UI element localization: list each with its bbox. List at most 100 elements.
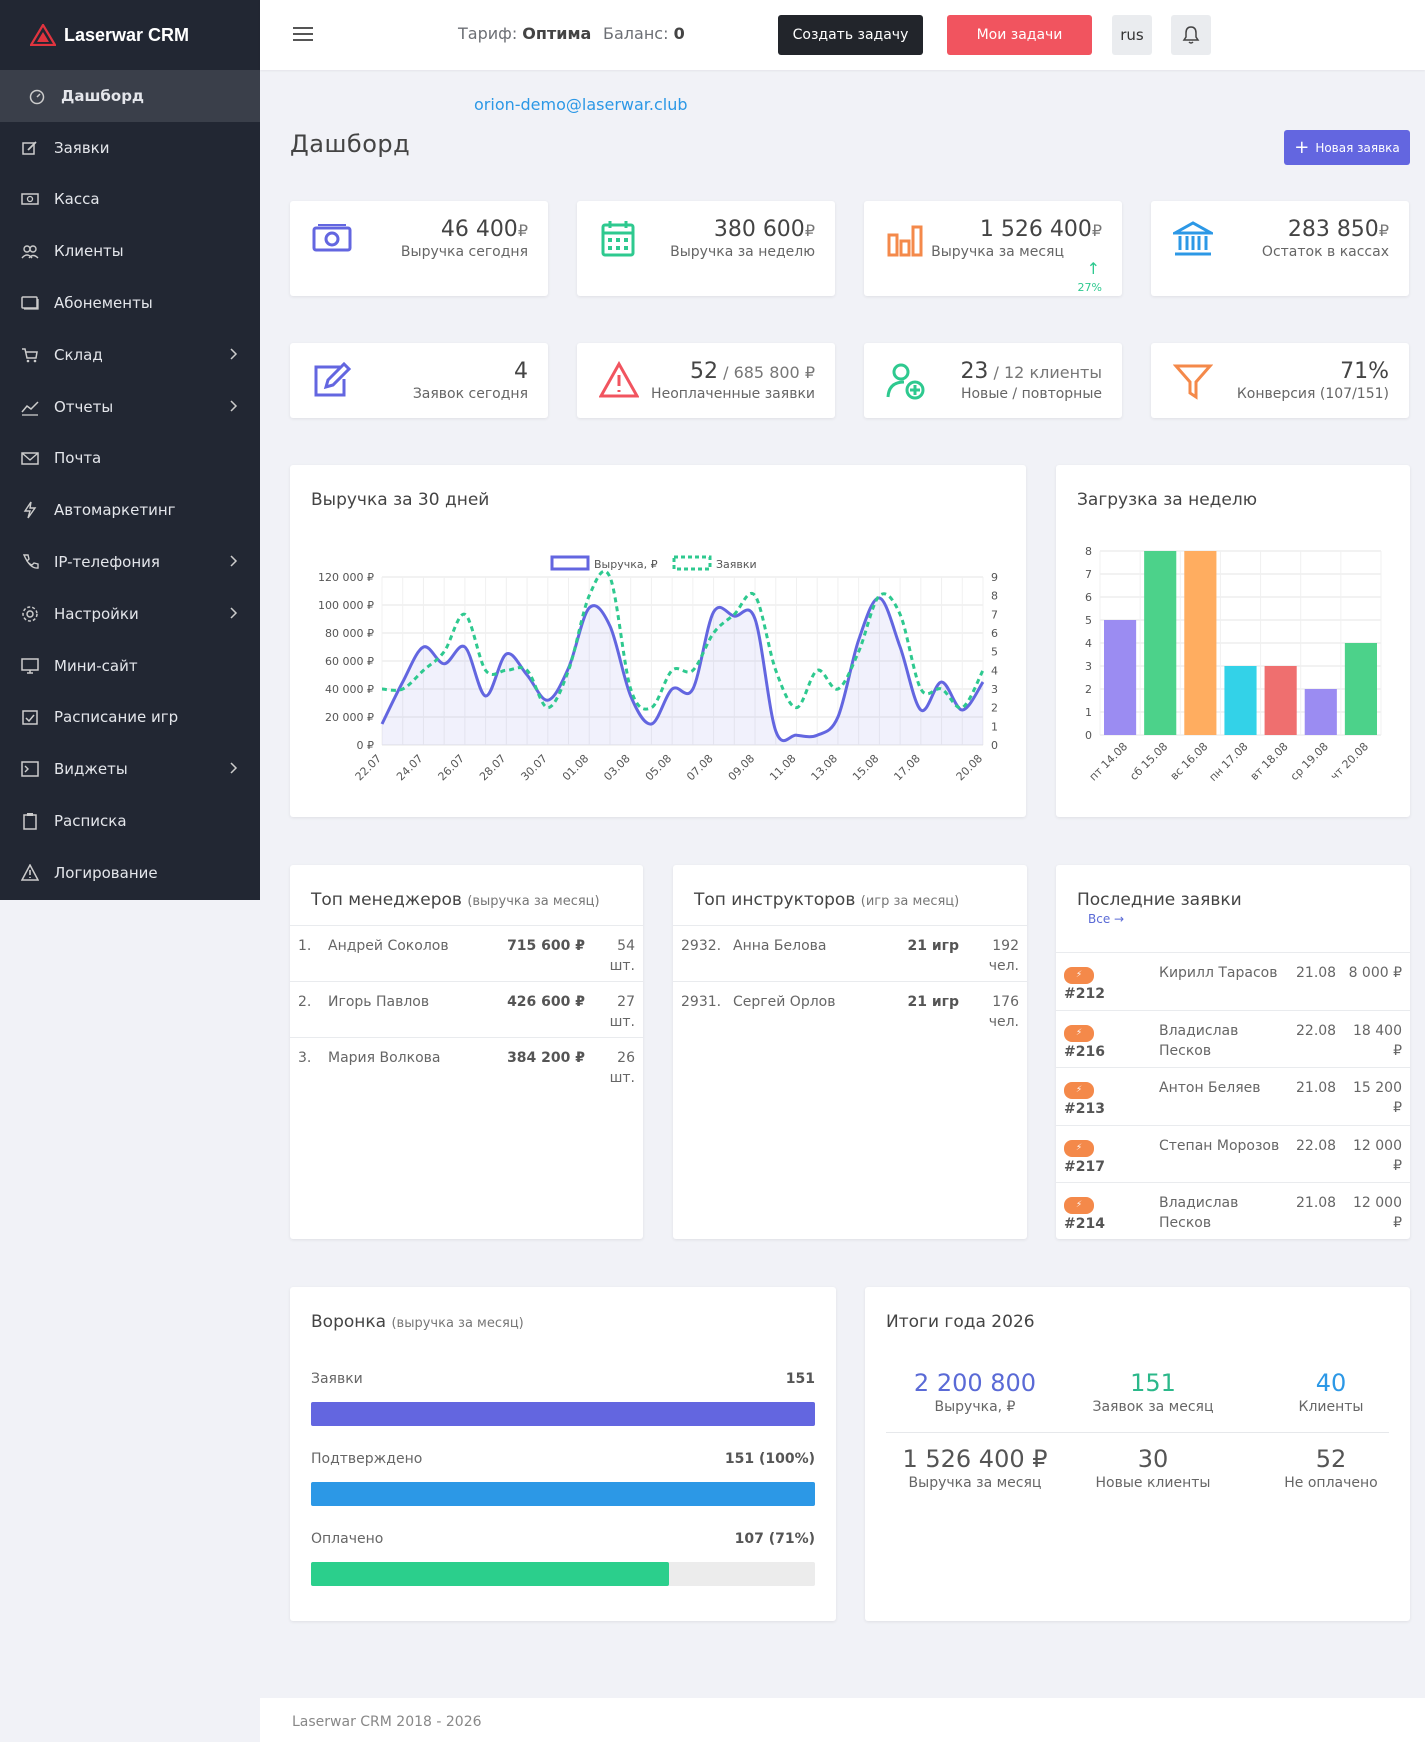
- year-stat-4: 30 Новые клиенты: [1064, 1445, 1242, 1491]
- sidebar-item-3[interactable]: Клиенты: [0, 225, 260, 277]
- order-row[interactable]: ⚡ #213 Антон Беляев 21.08 15 200 ₽: [1056, 1067, 1410, 1124]
- year-stat-label: Выручка за месяц: [908, 1475, 1042, 1491]
- row-count-unit: шт.: [609, 958, 635, 974]
- funnel-bar-fill: [311, 1562, 669, 1586]
- funnel-label: Подтверждено: [311, 1451, 423, 1467]
- top-instructors-card: Топ инструкторов (игр за месяц) 2932. Анн…: [673, 865, 1027, 1239]
- sidebar-item-0[interactable]: Дашборд: [0, 70, 260, 122]
- sidebar-item-15[interactable]: Логирование: [0, 847, 260, 899]
- order-number: #213: [1064, 1101, 1105, 1117]
- funnel-title-text: Воронка: [311, 1312, 387, 1332]
- sidebar-item-5[interactable]: Склад: [0, 329, 260, 381]
- sidebar-item-7[interactable]: Почта: [0, 433, 260, 485]
- new-order-button[interactable]: + Новая заявка: [1284, 130, 1410, 165]
- balance-label: Баланс:: [603, 24, 669, 43]
- all-orders-link[interactable]: Все →: [1088, 912, 1125, 926]
- sidebar-item-12[interactable]: Расписание игр: [0, 692, 260, 744]
- my-tasks-button[interactable]: Мои задачи: [947, 15, 1092, 55]
- chevron-right-icon: [230, 398, 238, 416]
- stat-label: Конверсия (107/151): [1236, 386, 1389, 402]
- order-row[interactable]: ⚡ #212 Кирилл Тарасов 21.08 8 000 ₽: [1056, 952, 1410, 1009]
- hamburger-menu-icon[interactable]: [293, 26, 313, 42]
- x-tick: 09.08: [726, 752, 757, 783]
- sidebar-item-14[interactable]: Расписка: [0, 795, 260, 847]
- sidebar-item-6[interactable]: Отчеты: [0, 381, 260, 433]
- order-type-badge: ⚡: [1064, 967, 1094, 984]
- sidebar-item-label: Клиенты: [54, 242, 124, 261]
- row-value: 426 600 ₽: [507, 994, 585, 1010]
- table-row[interactable]: 1. Андрей Соколов 715 600 ₽ 54 шт.: [290, 925, 643, 981]
- y-right-tick: 2: [991, 702, 998, 715]
- table-row[interactable]: 3. Мария Волкова 384 200 ₽ 26 шт.: [290, 1037, 643, 1093]
- revenue-chart: 0 ₽ 20 000 ₽ 40 000 ₽ 60 000 ₽ 80 000 ₽ 100 0…: [318, 555, 998, 783]
- sidebar-nav: Дашборд Заявки Касса Клиенты Абонементы Склад…: [0, 70, 260, 899]
- app-logo[interactable]: Laserwar CRM: [0, 0, 260, 70]
- new-order-label: Новая заявка: [1315, 140, 1400, 155]
- order-sum: 12 000 ₽: [1353, 1136, 1402, 1176]
- stat-value: 52 / 685 800 ₽: [690, 359, 815, 384]
- stat-number: 23: [960, 359, 989, 384]
- order-date: 21.08: [1296, 1080, 1337, 1096]
- sidebar-item-label: Склад: [54, 345, 103, 364]
- order-date: 21.08: [1296, 1195, 1337, 1211]
- year-stat-value: 40: [1315, 1369, 1347, 1397]
- order-row[interactable]: ⚡ #216 Владислав Песков 22.08 18 400 ₽: [1056, 1009, 1410, 1067]
- y-right-tick: 8: [991, 590, 998, 603]
- chevron-right-icon: [230, 760, 238, 778]
- x-tick: 17.08: [891, 752, 922, 783]
- x-tick: 20.08: [954, 752, 985, 783]
- year-summary-title: Итоги года 2026: [886, 1312, 1035, 1332]
- row-count: 54 шт.: [610, 936, 635, 976]
- y-tick: 0: [1085, 729, 1092, 742]
- arrow-up-icon: ↑: [1086, 259, 1100, 278]
- laserwar-logo-icon: [30, 24, 56, 46]
- sidebar-item-10[interactable]: Настройки: [0, 588, 260, 640]
- cards-icon: [20, 293, 40, 313]
- clipboard-icon: [20, 811, 40, 831]
- order-row[interactable]: ⚡ #214 Владислав Песков 21.08 12 000 ₽: [1056, 1182, 1410, 1239]
- stat-number: 4: [514, 359, 528, 384]
- sidebar-item-4[interactable]: Абонементы: [0, 277, 260, 329]
- warning-icon: [20, 863, 40, 883]
- sidebar-item-label: Дашборд: [61, 86, 145, 105]
- chart-line-icon: [20, 397, 40, 417]
- sidebar-item-11[interactable]: Мини-сайт: [0, 640, 260, 692]
- bolt-icon: [20, 500, 40, 520]
- revenue-chart-card: Выручка за 30 дней 0 ₽20 000 ₽40 000 ₽60…: [290, 465, 1026, 817]
- y-right-tick: 7: [991, 608, 998, 621]
- order-id: ⚡ #217: [1064, 1136, 1105, 1177]
- table-row[interactable]: 2931. Сергей Орлов 21 игр 176 чел.: [673, 981, 1027, 1037]
- order-sum-line1: 8 000 ₽: [1348, 965, 1402, 981]
- year-stat-0: 2 200 800 Выручка, ₽: [886, 1369, 1064, 1415]
- table-row[interactable]: 2. Игорь Павлов 426 600 ₽ 27 шт.: [290, 981, 643, 1037]
- funnel-value: 107 (71%): [734, 1531, 815, 1547]
- y-right-tick: 6: [991, 627, 998, 640]
- legend-swatch: [550, 555, 590, 571]
- notifications-button[interactable]: [1171, 15, 1211, 55]
- order-sum-line1: 18 400: [1353, 1022, 1402, 1039]
- order-number: #217: [1064, 1158, 1105, 1175]
- row-count-unit: чел.: [988, 958, 1019, 974]
- chart-legend: Выручка, ₽ Заявки: [550, 555, 757, 571]
- order-date: 22.08: [1296, 1137, 1337, 1154]
- language-switch[interactable]: rus: [1112, 15, 1152, 55]
- order-client-line1: Кирилл Тарасов: [1159, 965, 1278, 981]
- year-stat-label: Клиенты: [1298, 1399, 1364, 1415]
- year-stat-value: 2 200 800: [913, 1369, 1037, 1397]
- table-row[interactable]: 2932. Анна Белова 21 игр 192 чел.: [673, 925, 1027, 981]
- sidebar-item-13[interactable]: Виджеты: [0, 743, 260, 795]
- sidebar-item-1[interactable]: Заявки: [0, 122, 260, 174]
- order-row[interactable]: ⚡ #217 Степан Морозов 22.08 12 000 ₽: [1056, 1124, 1410, 1182]
- sidebar-item-2[interactable]: Касса: [0, 174, 260, 226]
- user-email[interactable]: orion-demo@laserwar.club: [474, 95, 688, 114]
- stat-label: Выручка за месяц: [931, 244, 1064, 260]
- y-tick: 7: [1085, 568, 1092, 581]
- stat-unit: ₽: [1091, 221, 1102, 240]
- chevron-right-icon: [230, 346, 238, 364]
- sidebar-item-9[interactable]: IP-телефония: [0, 536, 260, 588]
- create-task-button[interactable]: Создать задачу: [778, 15, 923, 55]
- sidebar-item-8[interactable]: Автомаркетинг: [0, 484, 260, 536]
- calendar-check-icon: [20, 707, 40, 727]
- bar-0: [1104, 620, 1137, 735]
